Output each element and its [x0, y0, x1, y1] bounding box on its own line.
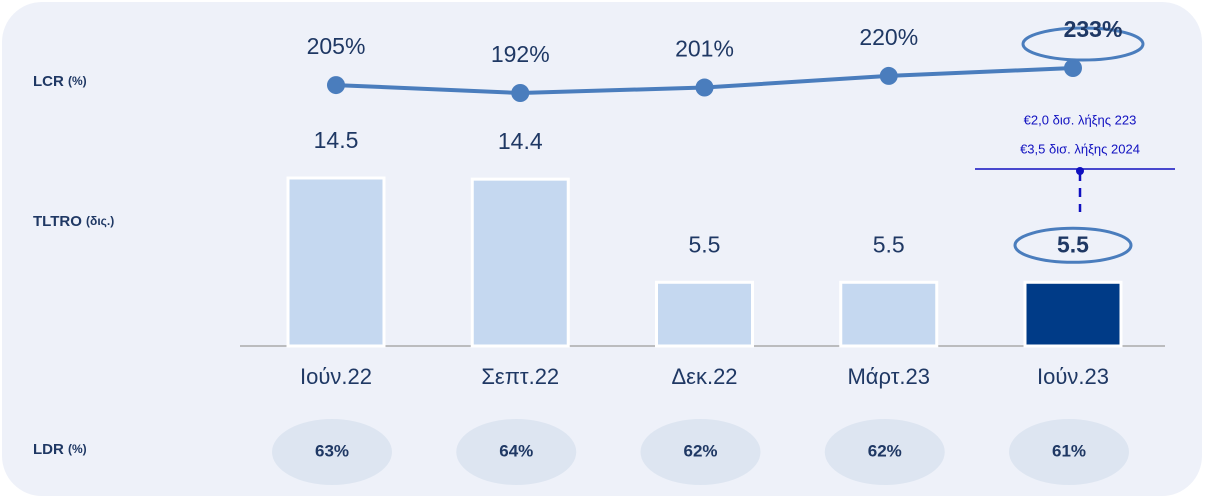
highlight-ring: [1013, 226, 1133, 264]
value-label: 62%: [868, 441, 902, 460]
tltro-unit: (δις.): [86, 214, 114, 228]
lcr-label: LCR (%): [33, 73, 87, 90]
bar: [655, 280, 754, 348]
value-label: 64%: [499, 441, 533, 460]
ldr-bubble: [456, 419, 577, 485]
annotation: €3,5 δισ. λήξης 2024: [1020, 141, 1140, 156]
ldr-label: LDR (%): [33, 441, 87, 458]
value-label: 14.4: [498, 128, 543, 154]
category-label: Ιούν.23: [1037, 364, 1109, 389]
lcr-point: [695, 78, 714, 97]
value-label: 5.5: [1057, 231, 1089, 257]
bar: [470, 177, 570, 348]
value-label: 220%: [859, 24, 918, 50]
value-label: 201%: [675, 36, 734, 62]
value-label: 205%: [307, 33, 366, 59]
lcr-point: [327, 76, 345, 95]
value-label: 5.5: [873, 231, 905, 257]
lcr-point: [879, 66, 898, 85]
ldr-bubble: [824, 419, 945, 485]
lcr-name: LCR: [33, 73, 64, 90]
category-label: Ιούν.22: [300, 364, 372, 389]
lcr-point: [1064, 59, 1082, 77]
ldr-bubble: [640, 419, 761, 485]
ldr-bubble: [1009, 419, 1129, 485]
category-label: Δεκ.22: [671, 364, 737, 389]
value-label: 5.5: [689, 231, 721, 257]
ldr-bubble: [272, 419, 392, 485]
category-label: Σεπτ.22: [481, 364, 559, 389]
bar: [839, 280, 939, 348]
value-label: 62%: [683, 441, 717, 460]
value-label: 61%: [1052, 441, 1086, 460]
lcr-unit: (%): [68, 74, 87, 88]
bar: [1023, 280, 1123, 348]
lcr-point: [511, 84, 530, 102]
category-label: Μάρτ.23: [847, 364, 930, 389]
highlight-ring: [1021, 26, 1145, 62]
ldr-unit: (%): [68, 442, 87, 456]
annotation: €2,0 δισ. λήξης 223: [1024, 112, 1137, 127]
value-label: 233%: [1064, 16, 1123, 42]
tltro-label: TLTRO (δις.): [33, 213, 114, 230]
value-label: 14.5: [314, 127, 359, 153]
tltro-name: TLTRO: [33, 213, 82, 230]
annotation-dot: [1076, 167, 1084, 175]
ldr-name: LDR: [33, 441, 64, 458]
value-label: 63%: [315, 441, 349, 460]
value-label: 192%: [491, 41, 550, 67]
bar: [286, 176, 386, 348]
